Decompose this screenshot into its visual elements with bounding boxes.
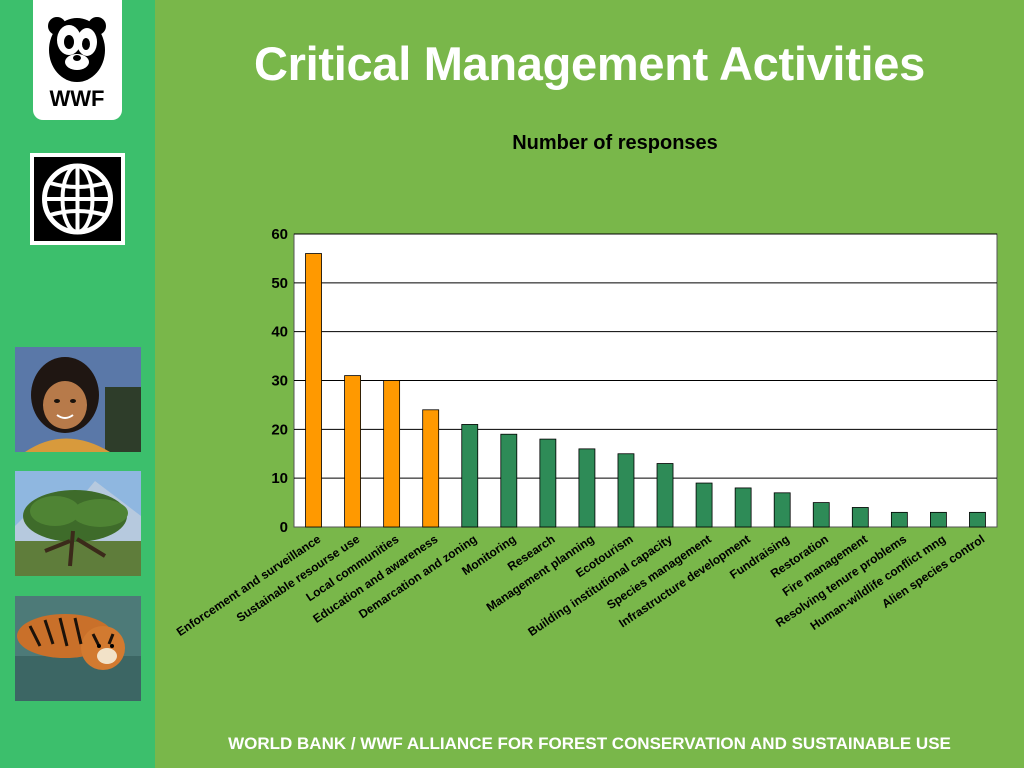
bar bbox=[617, 453, 635, 528]
photo-tiger bbox=[15, 596, 141, 701]
y-axis: 0 10 20 30 40 50 60 bbox=[271, 226, 288, 536]
bar bbox=[461, 424, 479, 528]
photo-child bbox=[15, 347, 141, 452]
x-tick-label: Enforcement and surveillance bbox=[174, 532, 324, 639]
bar bbox=[890, 511, 908, 528]
y-tick-label: 40 bbox=[271, 324, 288, 341]
panda-icon: WWF bbox=[48, 17, 106, 111]
bar bbox=[695, 482, 713, 528]
wwf-panda-logo: WWF bbox=[33, 0, 122, 120]
bar bbox=[734, 487, 752, 528]
bar bbox=[930, 511, 947, 528]
y-tick-label: 50 bbox=[271, 275, 288, 292]
x-axis: Enforcement and surveillanceSustainable … bbox=[174, 532, 987, 639]
wwf-wordmark: WWF bbox=[50, 86, 105, 111]
slide-title: Critical Management Activities bbox=[254, 37, 925, 90]
slide-footer: WORLD BANK / WWF ALLIANCE FOR FOREST CON… bbox=[228, 734, 951, 753]
globe-icon bbox=[42, 163, 113, 235]
bar bbox=[383, 380, 401, 528]
y-tick-label: 20 bbox=[271, 421, 288, 438]
y-tick-label: 0 bbox=[280, 519, 288, 536]
y-tick-label: 10 bbox=[271, 470, 288, 487]
gridlines bbox=[294, 233, 997, 479]
bar bbox=[422, 409, 440, 528]
world-bank-logo bbox=[30, 153, 125, 245]
sidebar: WWF bbox=[0, 0, 155, 768]
bar bbox=[578, 448, 596, 528]
bar bbox=[851, 507, 869, 528]
y-tick-label: 30 bbox=[271, 373, 288, 390]
bar bbox=[773, 492, 791, 528]
bars bbox=[305, 253, 986, 528]
bar bbox=[656, 463, 674, 528]
bar bbox=[969, 511, 986, 528]
bar bbox=[305, 253, 322, 528]
bar bbox=[539, 438, 557, 528]
bar bbox=[812, 502, 830, 528]
bar bbox=[344, 375, 361, 528]
bar bbox=[500, 433, 518, 528]
bar-chart: Number of responses 0 10 20 30 40 50 60 Enforc… bbox=[174, 132, 998, 639]
y-tick-label: 60 bbox=[271, 226, 288, 243]
chart-title: Number of responses bbox=[512, 132, 718, 154]
photo-tree bbox=[15, 471, 141, 576]
